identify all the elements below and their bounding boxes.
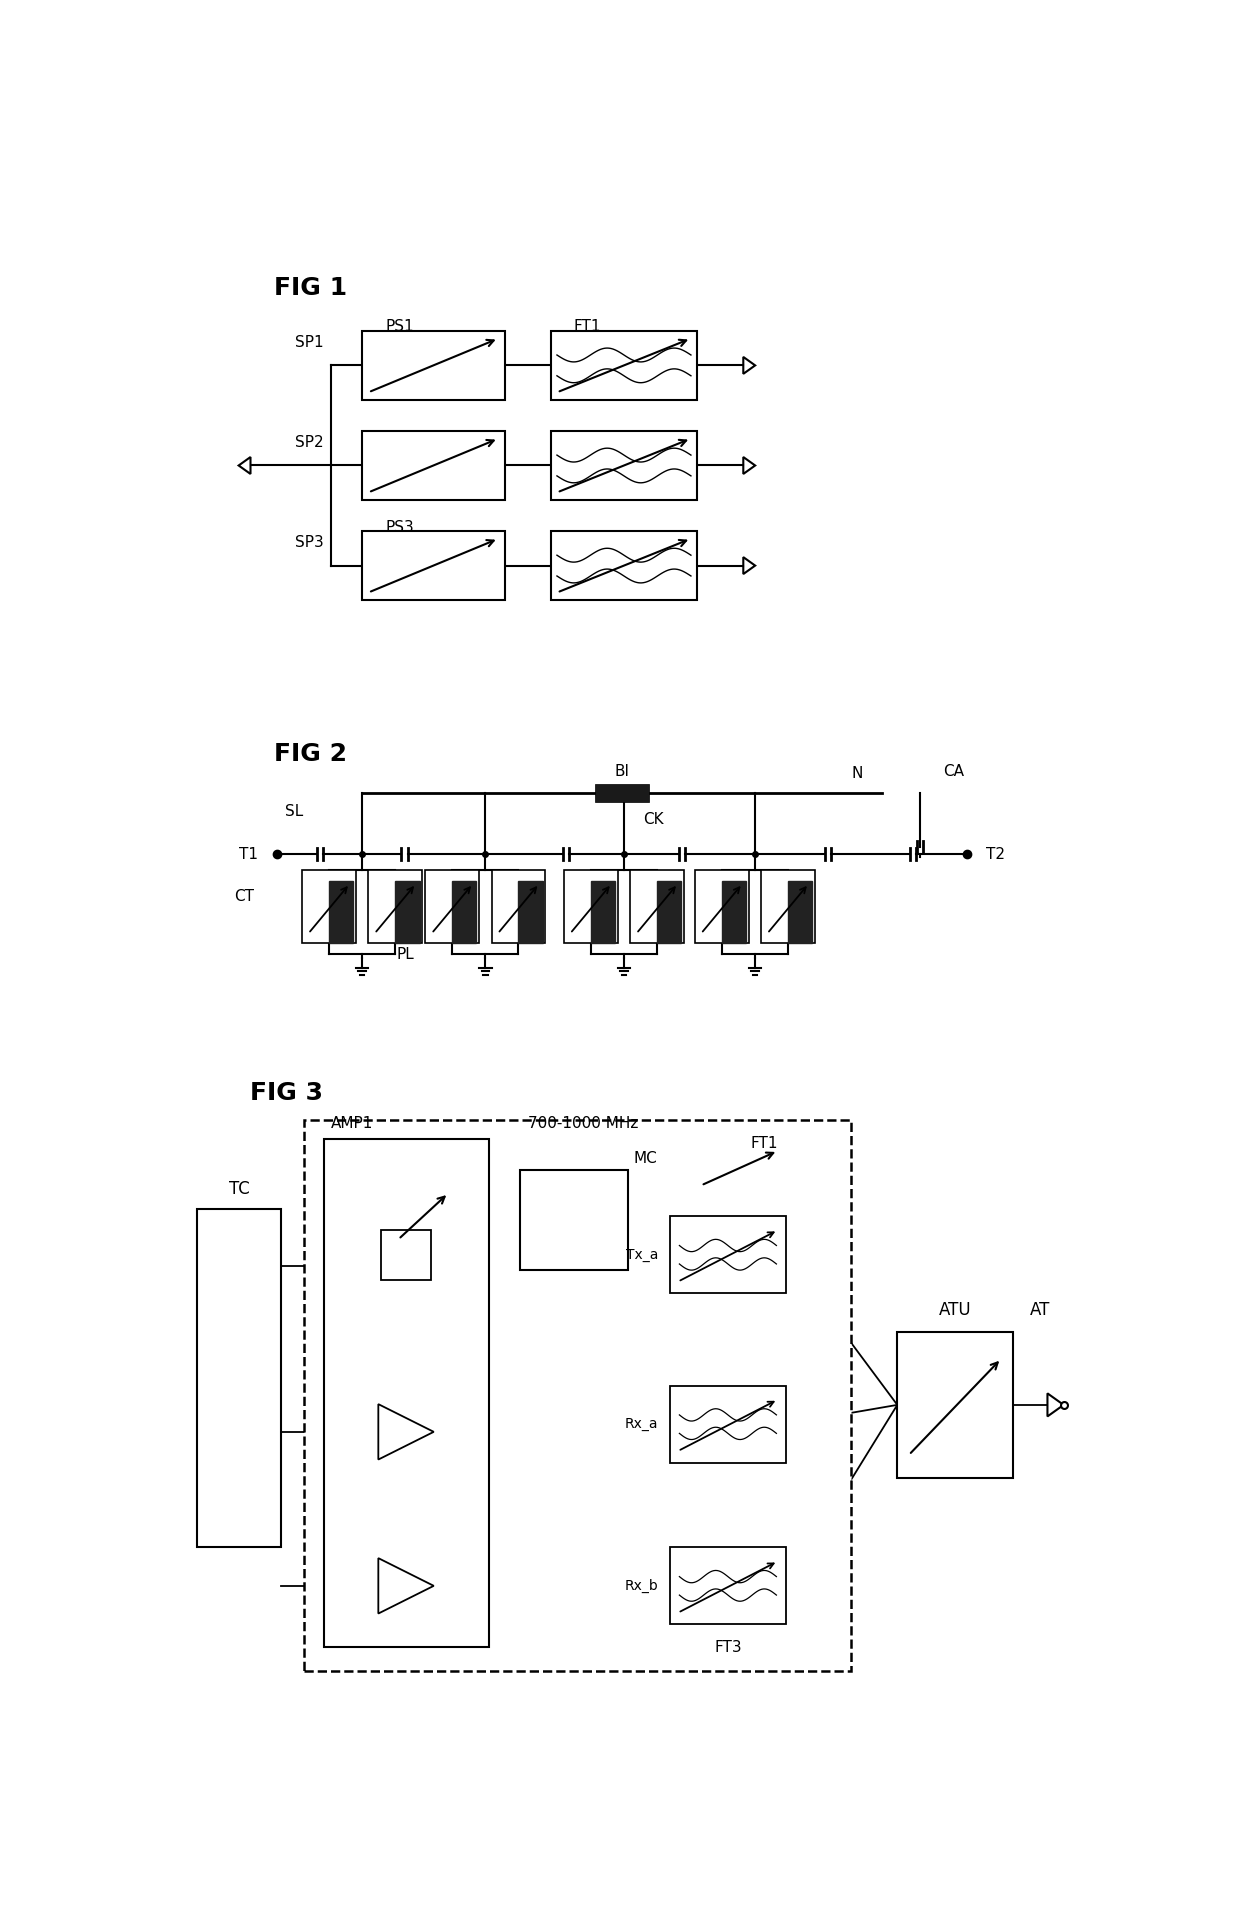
Text: AT: AT	[1029, 1301, 1050, 1318]
Text: FIG 1: FIG 1	[274, 277, 347, 300]
Bar	[425, 871, 479, 944]
Text: SP1: SP1	[295, 334, 324, 350]
Text: PS1: PS1	[386, 319, 414, 334]
Text: MC: MC	[634, 1151, 657, 1167]
Bar	[368, 871, 422, 944]
Bar	[304, 1121, 851, 1670]
Bar	[590, 880, 615, 944]
Bar	[670, 1217, 786, 1294]
Bar	[787, 880, 812, 944]
Bar	[595, 784, 649, 801]
Bar	[564, 871, 618, 944]
Text: FIG 2: FIG 2	[274, 742, 347, 767]
Bar	[657, 880, 681, 944]
Text: T1: T1	[239, 848, 258, 861]
Text: CA: CA	[944, 763, 965, 778]
Text: Rx_b: Rx_b	[625, 1578, 658, 1593]
Text: SP2: SP2	[295, 434, 324, 450]
Bar	[551, 530, 697, 600]
Text: 700-1000 MHz: 700-1000 MHz	[528, 1117, 639, 1132]
Bar	[329, 880, 353, 944]
Text: TC: TC	[228, 1180, 249, 1197]
Bar	[491, 871, 546, 944]
Bar	[197, 1209, 281, 1547]
Text: FT3: FT3	[714, 1639, 742, 1655]
Text: FT1: FT1	[751, 1136, 779, 1151]
Text: FT1: FT1	[574, 319, 601, 334]
Bar	[898, 1332, 1013, 1478]
Bar	[362, 431, 505, 500]
Bar	[396, 880, 419, 944]
Bar	[518, 880, 543, 944]
Text: PL: PL	[397, 948, 414, 961]
Text: CT: CT	[234, 890, 254, 903]
Bar	[551, 331, 697, 400]
Text: Tx_a: Tx_a	[626, 1247, 658, 1261]
Bar	[362, 530, 505, 600]
Bar	[761, 871, 815, 944]
Bar	[694, 871, 749, 944]
Text: PS3: PS3	[386, 519, 414, 534]
Bar	[453, 880, 476, 944]
Text: Rx_a: Rx_a	[625, 1417, 658, 1432]
Text: SP3: SP3	[295, 534, 324, 550]
Bar	[303, 871, 356, 944]
Bar	[520, 1170, 627, 1270]
Text: SL: SL	[285, 805, 304, 819]
Text: AMP1: AMP1	[331, 1117, 373, 1132]
Text: FIG 3: FIG 3	[250, 1080, 324, 1105]
Bar	[630, 871, 684, 944]
Bar	[722, 880, 746, 944]
Bar	[551, 431, 697, 500]
Text: CK: CK	[644, 813, 663, 826]
Bar	[382, 1230, 432, 1280]
Bar	[670, 1547, 786, 1624]
Text: BI: BI	[614, 763, 629, 778]
Bar	[324, 1140, 490, 1647]
Text: T2: T2	[986, 848, 1004, 861]
Text: ATU: ATU	[939, 1301, 971, 1318]
Bar	[362, 331, 505, 400]
Text: N: N	[851, 767, 863, 780]
Bar	[670, 1386, 786, 1463]
